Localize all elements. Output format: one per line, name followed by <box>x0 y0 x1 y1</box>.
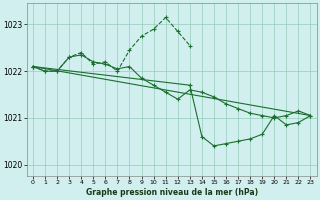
X-axis label: Graphe pression niveau de la mer (hPa): Graphe pression niveau de la mer (hPa) <box>86 188 258 197</box>
